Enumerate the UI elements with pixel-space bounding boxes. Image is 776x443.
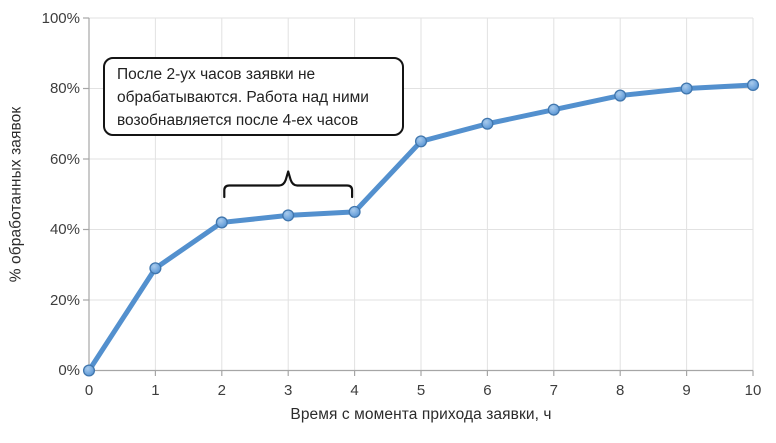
data-point-marker	[481, 117, 494, 130]
x-axis-title: Время с момента прихода заявки, ч	[290, 406, 552, 423]
annotation-box: После 2-ух часов заявки не обрабатываютс…	[103, 57, 404, 136]
data-point-marker	[547, 103, 560, 116]
y-tick-label: 100%	[41, 9, 80, 27]
data-point-marker	[348, 205, 361, 218]
x-tick-label: 10	[744, 382, 762, 399]
annotation-text-line: обрабатываются. Работа над ними	[117, 89, 369, 106]
y-tick-label: 0%	[58, 362, 80, 379]
data-point-marker	[82, 364, 96, 377]
x-tick-label: 1	[151, 382, 160, 399]
x-tick-label: 5	[416, 382, 426, 399]
brace-annotation	[223, 170, 354, 199]
y-tick-label: 40%	[49, 221, 80, 238]
x-tick-label: 6	[483, 382, 492, 399]
x-tick-label: 0	[84, 382, 94, 399]
x-tick-label: 3	[284, 382, 293, 399]
data-point-marker	[149, 262, 162, 275]
y-tick-label: 60%	[49, 150, 80, 168]
annotation-text-line: После 2-ух часов заявки не	[117, 66, 316, 83]
x-tick-label: 9	[682, 382, 691, 399]
y-tick-label: 80%	[49, 80, 80, 97]
data-point-marker	[215, 216, 228, 229]
data-point-marker	[680, 82, 693, 95]
y-tick-label: 20%	[49, 291, 80, 309]
x-tick-label: 4	[350, 382, 359, 399]
annotation-text-line: возобнавляется после 4-ех часов	[117, 112, 359, 129]
x-tick-label: 2	[217, 382, 226, 399]
data-point-marker	[614, 89, 627, 102]
data-point-marker	[746, 78, 760, 92]
data-point-marker	[282, 209, 295, 222]
x-tick-label: 7	[549, 382, 558, 399]
x-tick-label: 8	[616, 382, 625, 399]
data-point-marker	[414, 135, 428, 148]
